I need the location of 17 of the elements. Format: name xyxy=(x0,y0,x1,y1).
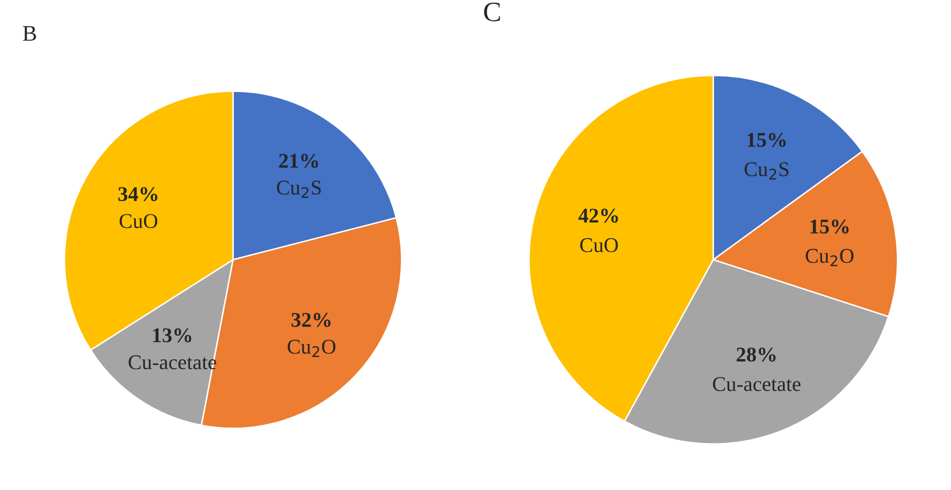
slice-label: CuO xyxy=(120,214,158,228)
data-label: 34% xyxy=(118,187,158,202)
slice-label: CuO xyxy=(580,238,618,252)
slice-label: Cu-acetate xyxy=(712,377,800,392)
data-label: 15% xyxy=(748,132,786,148)
data-label: 15% xyxy=(810,220,849,234)
data-label: 32% xyxy=(292,312,331,328)
data-label: 28% xyxy=(736,348,776,362)
slice-label: Cu$_{2}$S xyxy=(276,180,321,198)
slice-label: Cu$_{2}$O xyxy=(806,248,854,266)
slice-label: Cu$_{2}$S xyxy=(744,162,788,180)
data-label: 21% xyxy=(279,154,318,168)
chart-title: B xyxy=(22,26,36,41)
data-label: 13% xyxy=(153,328,192,342)
chart-title: C xyxy=(484,2,500,22)
slice-label: Cu$_{2}$O xyxy=(288,340,336,357)
data-label: 42% xyxy=(578,208,618,223)
